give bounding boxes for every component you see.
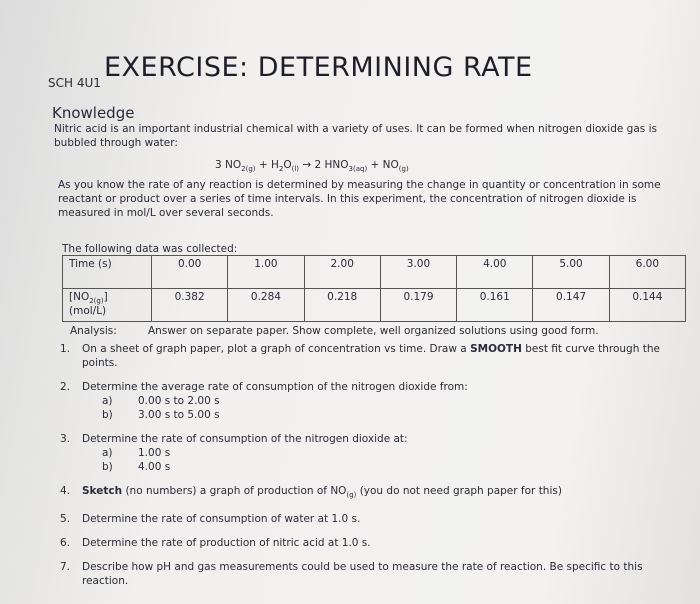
- text-run: (no numbers) a graph of production of NO: [122, 485, 347, 497]
- table-cell: 3.00: [379, 255, 458, 289]
- question: 1. On a sheet of graph paper, plot a grap…: [30, 342, 670, 370]
- table-cell: 0.382: [150, 288, 229, 322]
- question-number: 1.: [59, 343, 70, 355]
- table-cell: 0.144: [608, 288, 687, 322]
- text-run: 2(g): [241, 165, 256, 174]
- table-cell: 0.284: [227, 288, 305, 322]
- text-run: (g): [346, 491, 357, 500]
- text-run: Sketch: [82, 485, 123, 497]
- question-text: Determine the rate of consumption of wat…: [82, 512, 360, 526]
- sub-letter: b): [102, 409, 113, 421]
- text-run: + H: [255, 159, 279, 171]
- text-run: 2(g): [89, 297, 104, 306]
- text-run: O: [283, 159, 292, 171]
- sub-question: b) 3.00 s to 5.00 s: [102, 408, 468, 422]
- table-cell: 4.00: [456, 255, 534, 289]
- question-number: 7.: [59, 561, 70, 574]
- text-run: Determine the rate of consumption of the…: [82, 433, 408, 445]
- analysis-label: Analysis:: [70, 325, 117, 337]
- table-row: [NO2(g)] (mol/L) 0.382 0.284 0.218 0.179 0.16…: [62, 288, 687, 322]
- text-run: → 2 HNO: [299, 159, 349, 171]
- question-number: 2.: [59, 381, 70, 393]
- question-row: 7. Describe how pH and gas measurements c…: [30, 560, 670, 588]
- question: 4. Sketch (no numbers) a graph of product…: [30, 484, 670, 502]
- table-cell: 0.218: [303, 288, 381, 322]
- question-row: 3. Determine the rate of consumption of t…: [30, 432, 670, 474]
- question-text: Determine the rate of consumption of the…: [82, 432, 408, 474]
- text-run: 2: [278, 165, 284, 174]
- question-text: Determine the average rate of consumptio…: [82, 380, 468, 422]
- title: EXERCISE: DETERMINING RATE: [104, 52, 533, 83]
- table-cell: 0.00: [150, 255, 229, 289]
- text-run: (you do not need graph paper for this): [356, 485, 562, 497]
- sub-letter: a): [102, 447, 113, 459]
- question: 7. Describe how pH and gas measurements c…: [30, 560, 670, 588]
- question-text: Sketch (no numbers) a graph of productio…: [82, 484, 562, 502]
- sub-text: 1.00 s: [138, 447, 171, 459]
- question: 2. Determine the average rate of consumpt…: [30, 380, 670, 422]
- table-row: Time (s) 0.00 1.00 2.00 3.00 4.00 5.00 6.00: [62, 255, 687, 289]
- sub-text: 0.00 s to 2.00 s: [138, 395, 220, 407]
- text-run: Determine the average rate of consumptio…: [82, 381, 468, 393]
- question: 6. Determine the rate of production of ni…: [30, 536, 670, 550]
- section-heading: Knowledge: [52, 104, 135, 122]
- text-run: Determine the rate of production of nitr…: [82, 537, 371, 550]
- question-text: Describe how pH and gas measurements cou…: [82, 560, 670, 588]
- sub-text: 3.00 s to 5.00 s: [138, 409, 220, 421]
- table-caption: The following data was collected:: [62, 243, 238, 255]
- text-run: On a sheet of graph paper, plot a graph …: [82, 343, 471, 355]
- text-run: SMOOTH: [470, 343, 522, 355]
- text-run: 3 NO: [215, 159, 242, 171]
- table-cell: 5.00: [532, 255, 610, 289]
- course-code: SCH 4U1: [48, 76, 101, 90]
- table-cell: 2.00: [303, 255, 381, 289]
- question-number: 3.: [59, 433, 70, 445]
- question-row: 5. Determine the rate of consumption of w…: [30, 512, 670, 526]
- row-label: Time (s): [62, 255, 152, 289]
- sub-question: a) 1.00 s: [102, 446, 408, 460]
- question-list: 1. On a sheet of graph paper, plot a grap…: [30, 342, 670, 598]
- question-row: 2. Determine the average rate of consumpt…: [30, 380, 670, 422]
- text-run: + NO: [367, 159, 399, 171]
- text-run: Time (s): [69, 258, 112, 270]
- question-text: On a sheet of graph paper, plot a graph …: [82, 342, 670, 370]
- table-cell: 1.00: [227, 255, 305, 289]
- question-text: Determine the rate of production of nitr…: [82, 536, 371, 550]
- question-row: 1. On a sheet of graph paper, plot a grap…: [30, 342, 670, 370]
- text-run: ] (mol/L): [69, 291, 108, 318]
- text-run: (l): [291, 165, 300, 174]
- question-number: 5.: [59, 513, 70, 526]
- analysis-text: Answer on separate paper. Show complete,…: [148, 325, 599, 337]
- question-row: 6. Determine the rate of production of ni…: [30, 536, 670, 550]
- text-run: Describe how pH and gas measurements cou…: [82, 561, 643, 588]
- text-run: (g): [398, 165, 409, 174]
- table-cell: 0.147: [532, 288, 610, 322]
- question: 3. Determine the rate of consumption of t…: [30, 432, 670, 474]
- sub-question: b) 4.00 s: [102, 460, 408, 474]
- text-run: Determine the rate of consumption of wat…: [82, 513, 361, 526]
- sub-question: a) 0.00 s to 2.00 s: [102, 394, 468, 408]
- paragraph: As you know the rate of any reaction is …: [58, 179, 661, 219]
- table-cell: 0.161: [456, 288, 534, 322]
- table-cell: 0.179: [379, 288, 458, 322]
- sub-letter: a): [102, 395, 113, 407]
- sub-text: 4.00 s: [138, 461, 171, 473]
- intro: Nitric acid is an important industrial c…: [54, 123, 657, 149]
- text-run: best fit curve through the points.: [82, 343, 660, 369]
- question-number: 4.: [59, 485, 70, 497]
- table-cell: 6.00: [608, 255, 687, 289]
- text-run: 3(aq): [348, 165, 368, 174]
- equation: 3 NO2(g) + H2O(l) → 2 HNO3(aq) + NO(g): [215, 158, 409, 176]
- question: 5. Determine the rate of consumption of w…: [30, 512, 670, 526]
- question-row: 4. Sketch (no numbers) a graph of product…: [30, 484, 670, 502]
- text-run: [NO: [69, 291, 90, 303]
- sub-letter: b): [102, 461, 113, 473]
- row-label: [NO2(g)] (mol/L): [62, 288, 152, 322]
- question-number: 6.: [59, 537, 70, 550]
- data-table: Time (s) 0.00 1.00 2.00 3.00 4.00 5.00 6.00 [NO2…: [62, 255, 687, 322]
